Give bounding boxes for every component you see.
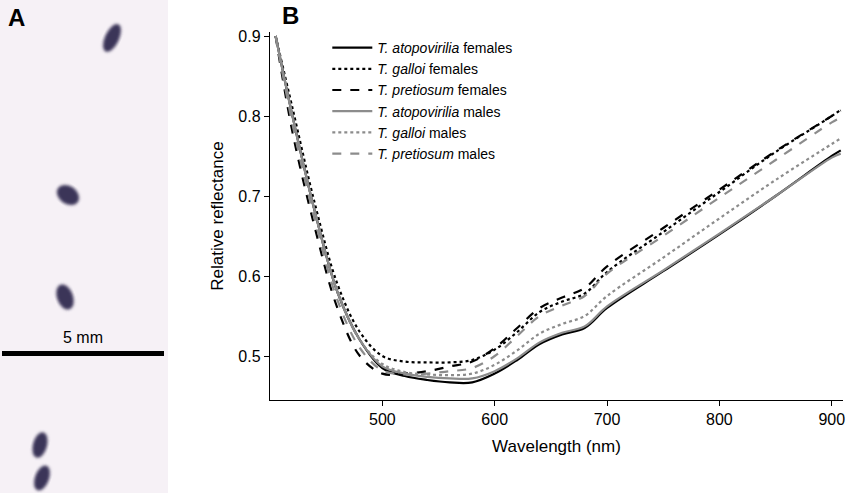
svg-text:0.6: 0.6: [238, 268, 260, 285]
svg-text:800: 800: [706, 411, 733, 428]
svg-text:T. pretiosum females: T. pretiosum females: [377, 82, 506, 98]
svg-text:T. atopovirilia females: T. atopovirilia females: [377, 40, 512, 56]
svg-text:Wavelength (nm): Wavelength (nm): [492, 437, 621, 456]
svg-text:600: 600: [481, 411, 508, 428]
svg-text:5 mm: 5 mm: [63, 329, 103, 346]
svg-text:500: 500: [369, 411, 396, 428]
html-text:B: B: [282, 2, 300, 29]
svg-text:700: 700: [594, 411, 621, 428]
svg-text:A: A: [8, 4, 25, 31]
svg-text:Relative reflectance: Relative reflectance: [208, 141, 227, 290]
svg-text:0.7: 0.7: [238, 188, 260, 205]
svg-text:0.5: 0.5: [238, 348, 260, 365]
svg-text:T. galloi males: T. galloi males: [377, 125, 466, 141]
svg-text:900: 900: [818, 411, 845, 428]
svg-text:T. galloi females: T. galloi females: [377, 61, 478, 77]
svg-text:T. pretiosum males: T. pretiosum males: [377, 146, 495, 162]
svg-text:0.8: 0.8: [238, 108, 260, 125]
svg-text:0.9: 0.9: [238, 28, 260, 45]
svg-text:T. atopovirilia males: T. atopovirilia males: [377, 104, 500, 120]
